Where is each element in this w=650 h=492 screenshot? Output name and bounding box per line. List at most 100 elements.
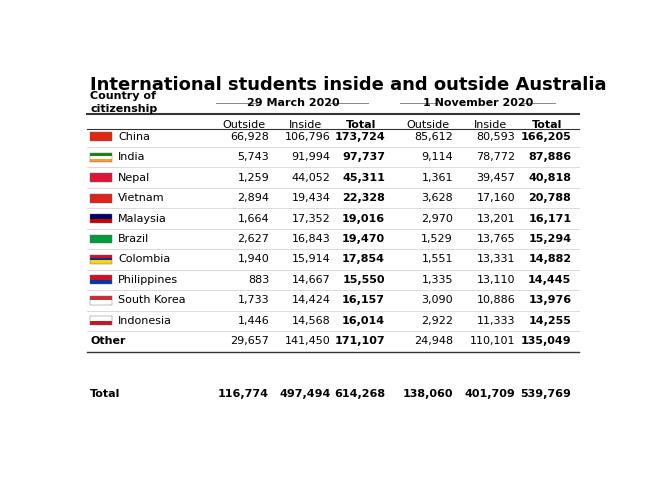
FancyBboxPatch shape <box>90 158 112 161</box>
Text: 80,593: 80,593 <box>476 132 515 142</box>
FancyBboxPatch shape <box>90 316 112 321</box>
FancyBboxPatch shape <box>90 296 112 300</box>
Text: 14,882: 14,882 <box>528 254 571 264</box>
Text: 29,657: 29,657 <box>230 336 269 346</box>
Text: International students inside and outside Australia: International students inside and outsid… <box>90 76 607 94</box>
Text: 1,529: 1,529 <box>421 234 453 244</box>
Text: 19,470: 19,470 <box>342 234 385 244</box>
Text: 14,667: 14,667 <box>292 275 331 285</box>
Text: 13,331: 13,331 <box>477 254 515 264</box>
Text: 15,914: 15,914 <box>292 254 331 264</box>
Text: 138,060: 138,060 <box>402 389 453 400</box>
Text: 110,101: 110,101 <box>470 336 515 346</box>
Text: 39,457: 39,457 <box>476 173 515 183</box>
Text: 15,550: 15,550 <box>343 275 385 285</box>
Text: 141,450: 141,450 <box>285 336 331 346</box>
Text: 10,886: 10,886 <box>476 295 515 306</box>
FancyBboxPatch shape <box>90 300 112 305</box>
Text: 45,311: 45,311 <box>342 173 385 183</box>
Text: 3,628: 3,628 <box>421 193 453 203</box>
Text: 16,171: 16,171 <box>528 214 571 223</box>
Text: 91,994: 91,994 <box>292 152 331 162</box>
Text: 539,769: 539,769 <box>521 389 571 400</box>
Text: 14,445: 14,445 <box>528 275 571 285</box>
Text: 19,016: 19,016 <box>342 214 385 223</box>
Text: 44,052: 44,052 <box>292 173 331 183</box>
Text: Malaysia: Malaysia <box>118 214 167 223</box>
FancyBboxPatch shape <box>90 260 112 264</box>
Text: Inside: Inside <box>474 120 507 130</box>
FancyBboxPatch shape <box>90 153 112 156</box>
Text: 135,049: 135,049 <box>521 336 571 346</box>
Text: 5,743: 5,743 <box>237 152 269 162</box>
Text: Outside: Outside <box>222 120 265 130</box>
Text: 24,948: 24,948 <box>414 336 453 346</box>
Text: Other: Other <box>90 336 126 346</box>
FancyBboxPatch shape <box>90 173 112 182</box>
Text: Vietnam: Vietnam <box>118 193 164 203</box>
Text: 2,627: 2,627 <box>237 234 269 244</box>
Text: 20,788: 20,788 <box>528 193 571 203</box>
FancyBboxPatch shape <box>90 132 112 141</box>
Text: 19,434: 19,434 <box>292 193 331 203</box>
FancyBboxPatch shape <box>90 194 112 203</box>
Text: 1,664: 1,664 <box>237 214 269 223</box>
Text: 1,259: 1,259 <box>237 173 269 183</box>
Text: 13,110: 13,110 <box>477 275 515 285</box>
Text: Colombia: Colombia <box>118 254 170 264</box>
Text: 3,090: 3,090 <box>421 295 453 306</box>
FancyBboxPatch shape <box>90 255 112 258</box>
Text: 1 November 2020: 1 November 2020 <box>423 97 534 108</box>
Text: 9,114: 9,114 <box>421 152 453 162</box>
FancyBboxPatch shape <box>90 156 112 158</box>
Text: 166,205: 166,205 <box>521 132 571 142</box>
Text: 1,446: 1,446 <box>237 316 269 326</box>
Text: 171,107: 171,107 <box>334 336 385 346</box>
Text: 78,772: 78,772 <box>476 152 515 162</box>
Text: Total: Total <box>346 120 376 130</box>
Text: 29 March 2020: 29 March 2020 <box>247 97 339 108</box>
FancyBboxPatch shape <box>90 276 112 280</box>
Text: 2,970: 2,970 <box>421 214 453 223</box>
Text: Country of
citizenship: Country of citizenship <box>90 91 157 114</box>
FancyBboxPatch shape <box>90 235 112 244</box>
Text: 883: 883 <box>248 275 269 285</box>
Text: Indonesia: Indonesia <box>118 316 172 326</box>
Text: 1,335: 1,335 <box>421 275 453 285</box>
Text: 66,928: 66,928 <box>230 132 269 142</box>
Text: 16,843: 16,843 <box>292 234 331 244</box>
Text: 17,854: 17,854 <box>342 254 385 264</box>
Text: 14,424: 14,424 <box>292 295 331 306</box>
Text: 614,268: 614,268 <box>334 389 385 400</box>
Text: 1,733: 1,733 <box>237 295 269 306</box>
Text: 106,796: 106,796 <box>285 132 331 142</box>
Text: 11,333: 11,333 <box>477 316 515 326</box>
Text: 2,922: 2,922 <box>421 316 453 326</box>
Text: Nepal: Nepal <box>118 173 150 183</box>
Text: 1,551: 1,551 <box>421 254 453 264</box>
Text: 13,765: 13,765 <box>477 234 515 244</box>
Text: Brazil: Brazil <box>118 234 150 244</box>
Text: Philippines: Philippines <box>118 275 178 285</box>
Text: 40,818: 40,818 <box>528 173 571 183</box>
Text: China: China <box>118 132 150 142</box>
FancyBboxPatch shape <box>90 321 112 325</box>
FancyBboxPatch shape <box>90 218 112 223</box>
Text: 14,568: 14,568 <box>292 316 331 326</box>
Text: 401,709: 401,709 <box>465 389 515 400</box>
Text: South Korea: South Korea <box>118 295 186 306</box>
Text: 497,494: 497,494 <box>280 389 331 400</box>
Text: 2,894: 2,894 <box>237 193 269 203</box>
Text: 173,724: 173,724 <box>334 132 385 142</box>
Text: 17,352: 17,352 <box>292 214 331 223</box>
Text: 97,737: 97,737 <box>342 152 385 162</box>
Text: Outside: Outside <box>406 120 449 130</box>
Text: Total: Total <box>90 389 121 400</box>
Text: 16,014: 16,014 <box>342 316 385 326</box>
Text: 16,157: 16,157 <box>342 295 385 306</box>
Text: 17,160: 17,160 <box>477 193 515 203</box>
Text: 13,976: 13,976 <box>528 295 571 306</box>
Text: 15,294: 15,294 <box>528 234 571 244</box>
Text: Inside: Inside <box>289 120 322 130</box>
Text: 14,255: 14,255 <box>528 316 571 326</box>
